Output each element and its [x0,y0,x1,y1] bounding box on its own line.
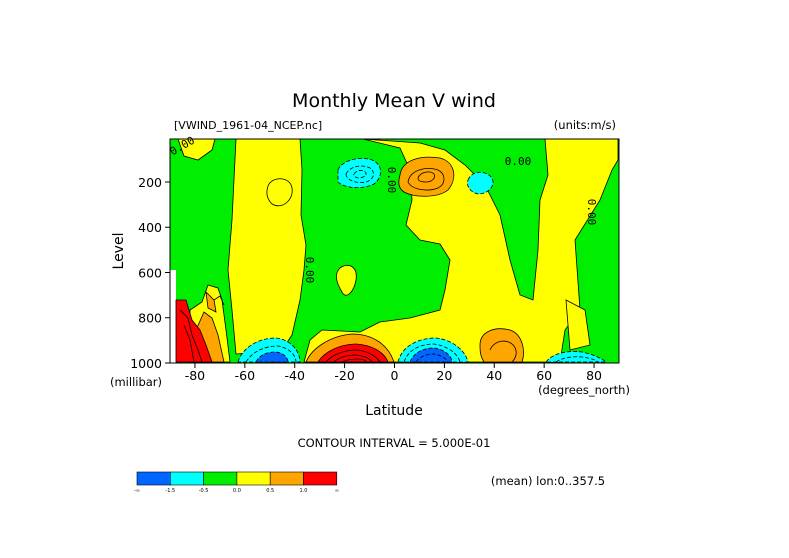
yellow-cell-right [565,299,591,351]
colorbar-swatch [203,471,238,486]
colorbar-label: ∞ [335,488,339,494]
colorbar-label: 0.5 [266,488,274,494]
y-axis-units: (millibar) [110,375,162,389]
missing-region [170,270,176,363]
colorbar-swatch [236,471,271,486]
yellow-cell-mid [336,264,357,296]
contour-lines [179,168,517,363]
colorbar-swatch [269,471,304,486]
colorbar-label: 1.0 [300,488,308,494]
x-tick-label: 60 [536,368,552,383]
units-label: (units:m/s) [554,118,616,132]
x-axis: -80 -60 -40 -20 0 20 40 60 80 [185,363,602,383]
colorbar-label: -0.5 [199,488,209,494]
negative-contour-lines [245,165,599,363]
yellow-patch-top-left [177,139,216,161]
x-tick-label: 40 [486,368,502,383]
yellow-cell-upper-left [266,178,293,207]
y-tick-label: 200 [138,175,162,190]
x-tick-label: 20 [436,368,452,383]
y-tick-label: 1000 [130,356,162,371]
x-tick-label: 80 [586,368,602,383]
colorbar-label: -∞ [134,488,140,494]
colorbar: -∞ -1.5 -0.5 0.0 0.5 1.0 ∞ [134,471,339,494]
x-tick-label: -80 [185,368,205,383]
x-tick-label: -20 [334,368,354,383]
contour-label: 0.00 [385,167,398,194]
y-axis-label: Level [111,233,127,270]
orange-strip-south-2 [205,290,217,313]
y-axis: 200 400 600 800 1000 [130,175,170,371]
yellow-band-south [227,139,307,355]
y-tick-label: 600 [138,265,162,280]
colorbar-swatch [136,471,171,486]
contour-label: 0.00 [303,257,316,284]
cyan-cell-upper [337,158,381,188]
colorbar-swatch [170,471,204,486]
orange-cell-lower-right [479,328,524,363]
colorbar-label: -1.5 [165,488,175,494]
x-tick-label: -60 [235,368,255,383]
contour-interval-text: CONTOUR INTERVAL = 5.000E-01 [298,436,491,450]
chart-title: Monthly Mean V wind [292,90,496,112]
colorbar-swatch [303,471,338,486]
x-axis-label: Latitude [365,403,423,419]
mean-note: (mean) lon:0..357.5 [491,474,605,488]
y-tick-label: 400 [138,220,162,235]
x-tick-label: -40 [285,368,305,383]
x-tick-label: 0 [391,368,399,383]
x-axis-units: (degrees_north) [538,383,630,397]
y-tick-label: 800 [138,311,162,326]
red-cell-mid [317,343,389,363]
contour-label: 0.00 [505,155,532,168]
blue-cell-lower-left [255,351,289,363]
contour-field [170,139,619,363]
contour-label: 0.00 [585,199,598,226]
cyan-cell-right-upper [467,171,494,195]
blue-cell-lower-mid [409,347,453,363]
colorbar-label: 0.0 [233,488,241,494]
dataset-label: [VWIND_1961-04_NCEP.nc] [174,119,322,132]
